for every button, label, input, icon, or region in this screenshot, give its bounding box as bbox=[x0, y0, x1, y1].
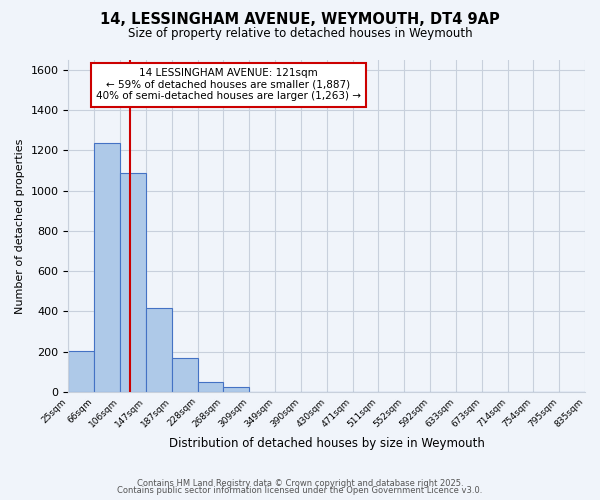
Bar bbox=[94, 144, 120, 392]
Bar bbox=[120, 173, 146, 392]
Text: 14 LESSINGHAM AVENUE: 121sqm
← 59% of detached houses are smaller (1,887)
40% of: 14 LESSINGHAM AVENUE: 121sqm ← 59% of de… bbox=[96, 68, 361, 102]
Bar bbox=[172, 358, 197, 392]
Bar bbox=[223, 388, 249, 392]
Text: Contains public sector information licensed under the Open Government Licence v3: Contains public sector information licen… bbox=[118, 486, 482, 495]
Text: 14, LESSINGHAM AVENUE, WEYMOUTH, DT4 9AP: 14, LESSINGHAM AVENUE, WEYMOUTH, DT4 9AP bbox=[100, 12, 500, 28]
Y-axis label: Number of detached properties: Number of detached properties bbox=[15, 138, 25, 314]
Bar bbox=[68, 350, 94, 392]
Bar bbox=[197, 382, 223, 392]
Text: Size of property relative to detached houses in Weymouth: Size of property relative to detached ho… bbox=[128, 28, 472, 40]
X-axis label: Distribution of detached houses by size in Weymouth: Distribution of detached houses by size … bbox=[169, 437, 485, 450]
Text: Contains HM Land Registry data © Crown copyright and database right 2025.: Contains HM Land Registry data © Crown c… bbox=[137, 478, 463, 488]
Bar bbox=[146, 308, 172, 392]
